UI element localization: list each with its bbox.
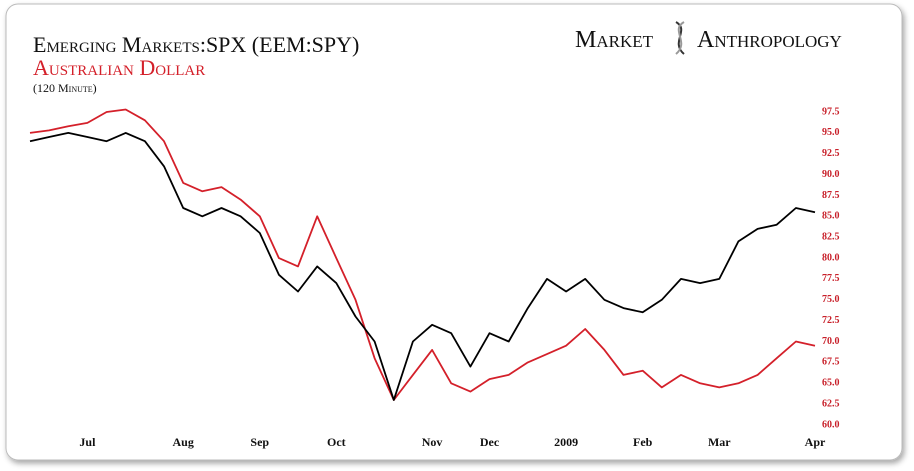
y-tick-label: 62.5 [822,398,840,409]
y-tick-label: 85.0 [822,211,840,222]
subtitle: (120 Minute) [33,81,97,95]
y-tick-label: 95.0 [822,127,840,138]
y-tick-label: 72.5 [822,315,840,326]
y-tick-label: 82.5 [822,231,840,242]
x-tick-label: Oct [327,435,346,449]
x-tick-label: Feb [633,435,653,449]
x-tick-label: Apr [805,435,826,449]
line-series [29,132,816,401]
helix [675,21,685,55]
x-tick-label: Sep [250,435,269,449]
y-tick-label: 80.0 [822,252,840,263]
x-tick-label: Dec [480,435,500,449]
title: Emerging Markets:SPX (EEM:SPY) [33,32,359,57]
y-tick-label: 67.5 [822,357,840,368]
y-tick-label: 90.0 [822,169,840,180]
frame [5,3,903,461]
y-tick-label: 70.0 [822,336,840,347]
y-tick-label: 75.0 [822,294,840,305]
title-secondary: Australian Dollar [33,55,205,80]
line-series [29,108,816,401]
y-tick-label: 77.5 [822,273,840,284]
y-tick-label: 65.0 [822,378,840,389]
x-tick-label: Jul [79,435,96,449]
y-tick-label: 92.5 [822,148,840,159]
x-tick-label: 2009 [554,435,578,449]
y-tick-label: 97.5 [822,106,840,117]
x-tick-label: Aug [172,435,193,449]
y-tick-label: 87.5 [822,190,840,201]
logo-text: Anthropology [697,27,842,53]
x-tick-label: Mar [708,435,731,449]
logo-icon [675,21,685,55]
y-tick-label: 60.0 [822,419,840,430]
logo-text: Market [575,27,654,53]
x-tick-label: Nov [422,435,443,449]
